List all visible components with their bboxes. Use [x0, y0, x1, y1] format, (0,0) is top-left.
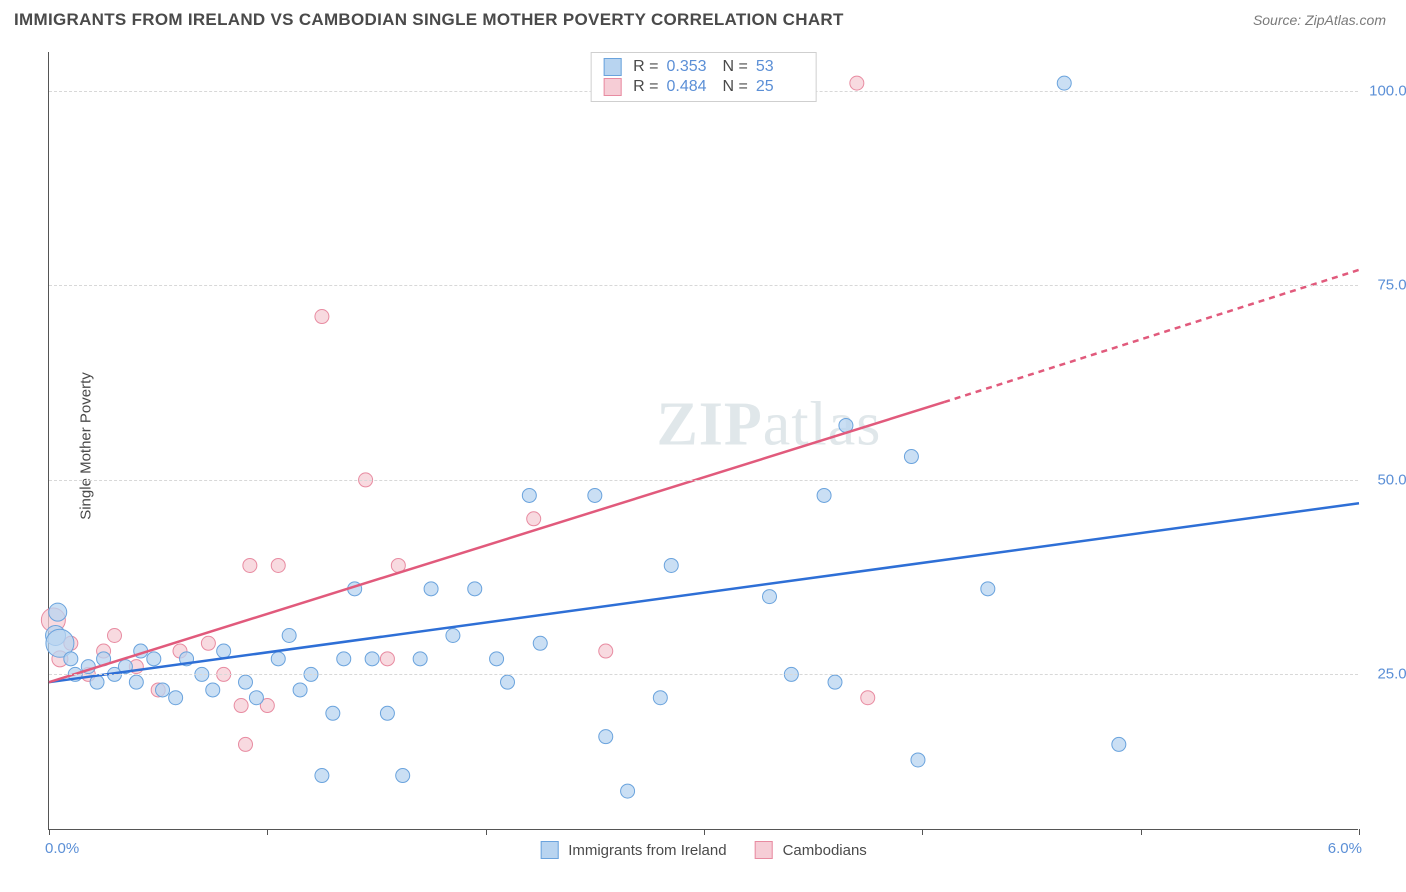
gridline — [49, 285, 1358, 286]
data-point-ireland — [653, 691, 667, 705]
data-point-ireland — [522, 488, 536, 502]
trendline — [944, 270, 1359, 402]
data-point-ireland — [621, 784, 635, 798]
x-tick — [1141, 829, 1142, 835]
data-point-cambodia — [861, 691, 875, 705]
data-point-ireland — [446, 629, 460, 643]
swatch-cambodia — [603, 78, 621, 96]
data-point-cambodia — [850, 76, 864, 90]
legend-item-ireland: Immigrants from Ireland — [540, 841, 726, 859]
swatch-ireland — [603, 58, 621, 76]
y-tick-label: 100.0% — [1365, 82, 1406, 99]
data-point-ireland — [271, 652, 285, 666]
data-point-ireland — [365, 652, 379, 666]
scatter-svg — [49, 52, 1358, 829]
data-point-cambodia — [527, 512, 541, 526]
data-point-ireland — [533, 636, 547, 650]
gridline — [49, 480, 1358, 481]
chart-title: IMMIGRANTS FROM IRELAND VS CAMBODIAN SIN… — [14, 10, 844, 30]
data-point-ireland — [396, 769, 410, 783]
legend-item-cambodia: Cambodians — [755, 841, 867, 859]
data-point-ireland — [1112, 737, 1126, 751]
data-point-ireland — [147, 652, 161, 666]
data-point-cambodia — [243, 558, 257, 572]
x-tick — [49, 829, 50, 835]
bottom-legend: Immigrants from Ireland Cambodians — [540, 841, 867, 859]
x-tick — [922, 829, 923, 835]
x-tick — [1359, 829, 1360, 835]
data-point-cambodia — [108, 629, 122, 643]
data-point-ireland — [763, 590, 777, 604]
data-point-ireland — [326, 706, 340, 720]
correlation-stats-box: R = 0.353 N = 53 R = 0.484 N = 25 — [590, 52, 817, 102]
data-point-ireland — [413, 652, 427, 666]
plot-area: ZIPatlas R = 0.353 N = 53 R = 0.484 N = … — [48, 52, 1358, 830]
data-point-ireland — [249, 691, 263, 705]
title-bar: IMMIGRANTS FROM IRELAND VS CAMBODIAN SIN… — [0, 0, 1406, 36]
data-point-ireland — [904, 450, 918, 464]
data-point-ireland — [239, 675, 253, 689]
data-point-ireland — [169, 691, 183, 705]
trendline — [49, 503, 1359, 682]
data-point-ireland — [217, 644, 231, 658]
legend-swatch-cambodia — [755, 841, 773, 859]
data-point-ireland — [156, 683, 170, 697]
x-tick — [267, 829, 268, 835]
data-point-cambodia — [201, 636, 215, 650]
y-tick-label: 75.0% — [1365, 277, 1406, 294]
data-point-ireland — [828, 675, 842, 689]
x-axis-min-label: 0.0% — [45, 840, 79, 857]
gridline — [49, 674, 1358, 675]
data-point-ireland — [911, 753, 925, 767]
data-point-ireland — [1057, 76, 1071, 90]
data-point-ireland — [817, 488, 831, 502]
x-tick — [704, 829, 705, 835]
data-point-ireland — [293, 683, 307, 697]
trendline — [49, 402, 944, 682]
data-point-ireland — [282, 629, 296, 643]
data-point-cambodia — [239, 737, 253, 751]
stats-row-cambodia: R = 0.484 N = 25 — [603, 77, 804, 97]
data-point-cambodia — [599, 644, 613, 658]
x-tick — [486, 829, 487, 835]
x-axis-max-label: 6.0% — [1328, 840, 1362, 857]
data-point-cambodia — [380, 652, 394, 666]
data-point-ireland — [424, 582, 438, 596]
data-point-ireland — [337, 652, 351, 666]
data-point-ireland — [64, 652, 78, 666]
data-point-ireland — [981, 582, 995, 596]
data-point-ireland — [588, 488, 602, 502]
data-point-ireland — [664, 558, 678, 572]
data-point-ireland — [501, 675, 515, 689]
data-point-ireland — [468, 582, 482, 596]
legend-swatch-ireland — [540, 841, 558, 859]
data-point-cambodia — [271, 558, 285, 572]
stats-row-ireland: R = 0.353 N = 53 — [603, 57, 804, 77]
data-point-ireland — [490, 652, 504, 666]
data-point-ireland — [315, 769, 329, 783]
y-tick-label: 50.0% — [1365, 471, 1406, 488]
data-point-cambodia — [315, 310, 329, 324]
source-attribution: Source: ZipAtlas.com — [1253, 12, 1386, 28]
y-tick-label: 25.0% — [1365, 666, 1406, 683]
data-point-ireland — [599, 730, 613, 744]
data-point-ireland — [206, 683, 220, 697]
data-point-ireland — [49, 603, 67, 621]
data-point-cambodia — [234, 699, 248, 713]
data-point-ireland — [380, 706, 394, 720]
data-point-ireland — [129, 675, 143, 689]
